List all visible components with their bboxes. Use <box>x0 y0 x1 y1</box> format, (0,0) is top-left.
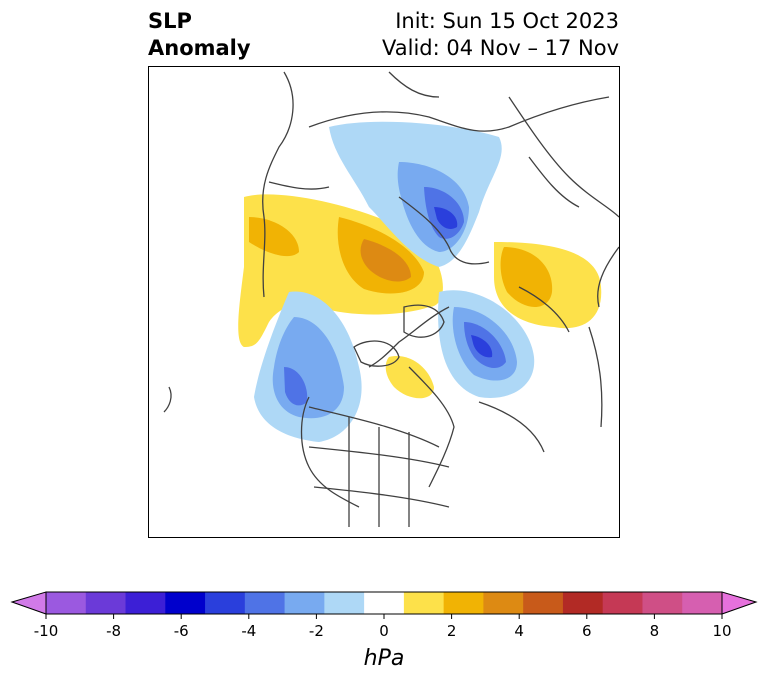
colorbar-tick-label: 2 <box>447 622 457 640</box>
title-line-1: SLP <box>148 9 192 33</box>
negative-siberia-core <box>434 207 458 230</box>
colorbar-segment <box>562 592 604 614</box>
colorbar-tick-label: 0 <box>379 622 389 640</box>
colorbar-blocks <box>46 592 723 614</box>
colorbar-segment <box>85 592 127 614</box>
map-subtitle: Init: Sun 15 Oct 2023 Valid: 04 Nov – 17… <box>382 8 619 62</box>
colorbar-segment <box>642 592 683 614</box>
colorbar-segment <box>483 592 524 614</box>
colorbar-segment <box>403 592 445 614</box>
colorbar-max-arrow <box>721 591 758 615</box>
colorbar-segment <box>125 592 166 614</box>
colorbar-segment <box>324 592 365 614</box>
colorbar: -10 -8 -6 -4 -2 0 2 4 6 8 10 <box>10 591 758 640</box>
colorbar-segment <box>602 592 643 614</box>
colorbar-segment <box>523 592 564 614</box>
colorbar-segment <box>165 592 206 614</box>
colorbar-segment <box>364 592 405 614</box>
anomaly-map <box>148 66 620 538</box>
positive-anomaly-core <box>360 239 411 282</box>
colorbar-segment <box>284 592 325 614</box>
colorbar-tick-label: 10 <box>712 622 731 640</box>
colorbar-tick-label: -4 <box>241 622 256 640</box>
colorbar-tick-label: -10 <box>34 622 59 640</box>
colorbar-unit-label: hPa <box>363 646 405 671</box>
anomaly-fill <box>238 121 602 442</box>
negative-atlantic-core <box>471 335 493 358</box>
valid-range-text: Valid: 04 Nov – 17 Nov <box>382 36 619 60</box>
colorbar-tick-label: 6 <box>582 622 592 640</box>
positive-hudson <box>385 356 434 399</box>
colorbar-tick-label: -2 <box>309 622 324 640</box>
colorbar-ticks: -10 -8 -6 -4 -2 0 2 4 6 8 10 <box>34 614 732 640</box>
colorbar-segment <box>205 592 246 614</box>
positive-europe-mid <box>500 247 553 307</box>
colorbar-segment <box>682 592 723 614</box>
init-date-text: Init: Sun 15 Oct 2023 <box>395 9 619 33</box>
title-line-2: Anomaly <box>148 36 251 60</box>
map-title: SLP Anomaly <box>148 8 251 62</box>
colorbar-min-arrow <box>10 591 47 615</box>
colorbar-tick-label: -8 <box>106 622 121 640</box>
map-svg <box>163 71 619 527</box>
colorbar-tick-label: 8 <box>650 622 660 640</box>
coastlines <box>163 71 619 527</box>
negative-pacific-inner <box>284 367 308 406</box>
colorbar-segment <box>244 592 286 614</box>
colorbar-tick-label: 4 <box>514 622 524 640</box>
positive-anomaly-left <box>249 217 299 257</box>
colorbar-segment <box>443 592 484 614</box>
colorbar-tick-label: -6 <box>174 622 189 640</box>
colorbar-segment <box>46 592 87 614</box>
